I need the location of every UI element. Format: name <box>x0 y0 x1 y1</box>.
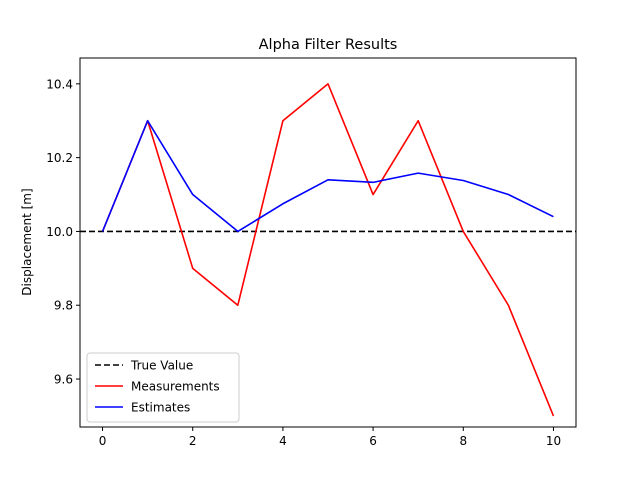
x-tick-label: 2 <box>189 434 197 448</box>
plot-frame <box>79 57 577 428</box>
x-tick-label: 8 <box>459 434 467 448</box>
y-tick-label: 10.0 <box>46 225 73 239</box>
legend-label-measurements: Measurements <box>131 380 220 394</box>
x-tick-label: 6 <box>369 434 377 448</box>
axes-layer: 0 2 4 6 8 10 9.6 9.8 10.0 10.2 10.4 <box>46 57 577 448</box>
chart-title: Alpha Filter Results <box>259 37 398 53</box>
y-tick-label: 9.6 <box>54 373 73 387</box>
legend-label-true-value: True Value <box>130 359 193 373</box>
x-tick-label: 10 <box>546 434 561 448</box>
x-tick-label: 0 <box>99 434 107 448</box>
series-line-estimates <box>101 119 554 233</box>
y-tick-label: 9.8 <box>54 299 73 313</box>
legend: True Value Measurements Estimates <box>86 352 240 423</box>
series-line-measurements <box>101 83 555 417</box>
series-layer <box>80 83 576 417</box>
y-axis-label: Displacement [m] <box>20 188 34 295</box>
legend-box <box>86 352 240 423</box>
legend-label-estimates: Estimates <box>131 401 190 415</box>
y-tick-label: 10.2 <box>46 151 73 165</box>
y-tick-label: 10.4 <box>46 77 73 91</box>
x-tick-label: 4 <box>279 434 287 448</box>
